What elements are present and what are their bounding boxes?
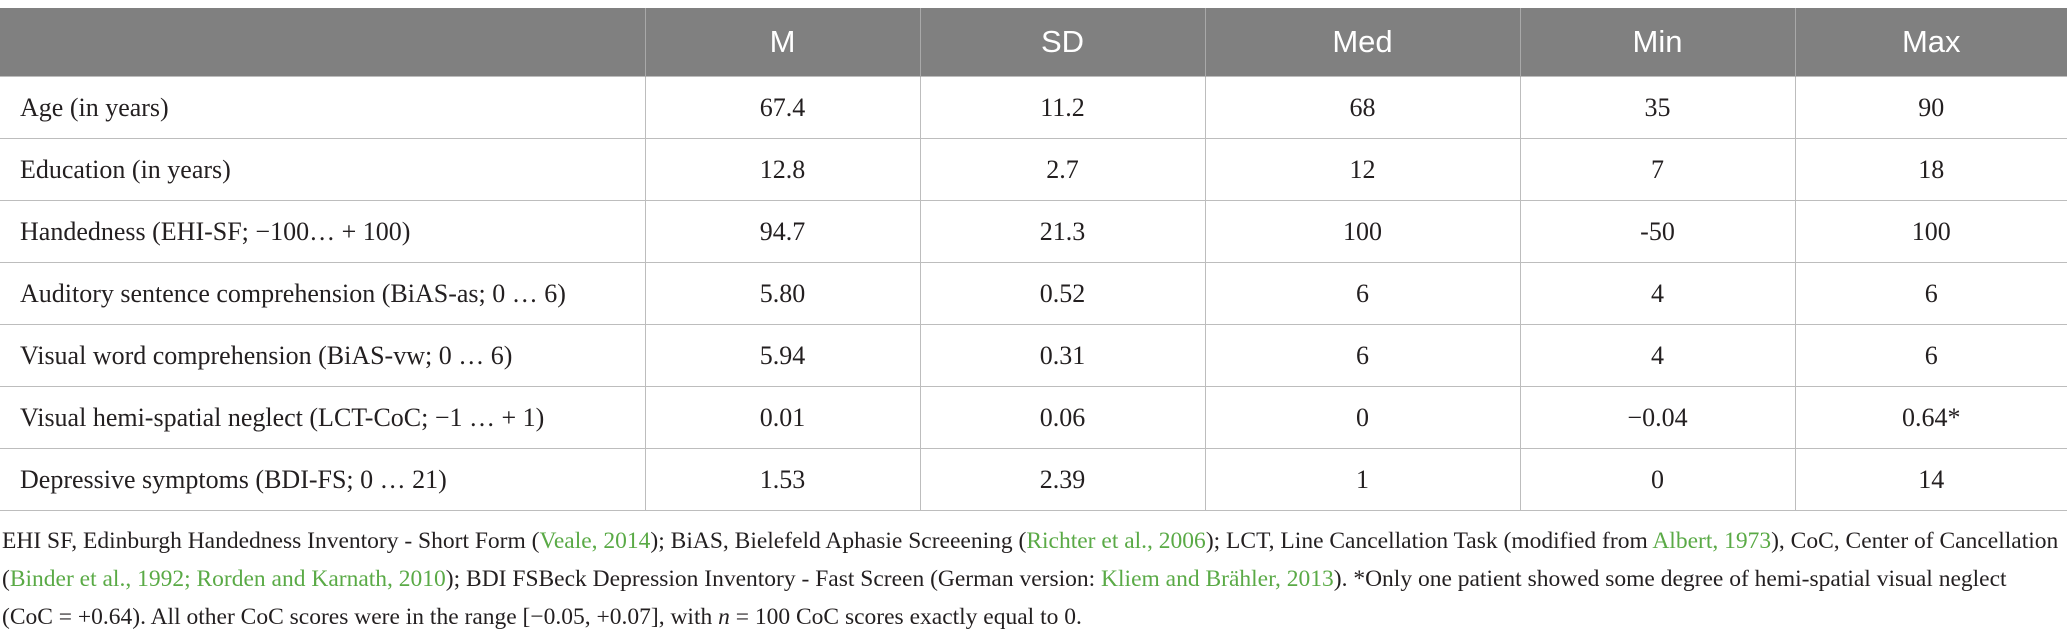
footnote-text: ); BiAS, Bielefeld Aphasie Screeening ( [650, 528, 1027, 554]
footnote-italic-n: n [718, 604, 730, 630]
cell-sd: 2.7 [919, 138, 1205, 201]
cell-sd: 0.52 [919, 262, 1205, 325]
table-body: Age (in years) 67.4 11.2 68 35 90 Educat… [0, 76, 2067, 511]
cell-max: 100 [1794, 200, 2067, 263]
footnote-text: ). *Only one patient showed some degree … [2, 566, 2007, 630]
cell-min: 4 [1519, 324, 1795, 387]
cell-max: 14 [1794, 448, 2067, 511]
citation-link[interactable]: Albert, 1973 [1652, 528, 1772, 554]
table-header: M SD Med Min Max [0, 8, 2067, 77]
cell-median: 6 [1204, 324, 1520, 387]
cell-mean: 12.8 [644, 138, 920, 201]
header-cell-sd: SD [919, 8, 1205, 77]
footnote-text: ); BDI FSBeck Depression Inventory - Fas… [445, 566, 1102, 592]
cell-mean: 5.80 [644, 262, 920, 325]
cell-mean: 94.7 [644, 200, 920, 263]
cell-min: 35 [1519, 76, 1795, 139]
cell-sd: 0.31 [919, 324, 1205, 387]
cell-median: 1 [1204, 448, 1520, 511]
table-row: Handedness (EHI-SF; −100… + 100) 94.7 21… [0, 200, 2067, 263]
footnote-text: ), CoC, Center of Cancellation ( [2, 528, 2059, 592]
cell-max: 0.64* [1794, 386, 2067, 449]
row-label: Age (in years) [0, 76, 645, 139]
cell-median: 100 [1204, 200, 1520, 263]
table-row: Visual word comprehension (BiAS-vw; 0 … … [0, 324, 2067, 387]
cell-min: −0.04 [1519, 386, 1795, 449]
cell-median: 6 [1204, 262, 1520, 325]
header-cell-min: Min [1519, 8, 1795, 77]
cell-mean: 67.4 [644, 76, 920, 139]
citation-link[interactable]: Kliem and Brähler, 2013 [1101, 566, 1334, 592]
header-cell-label [0, 8, 645, 77]
citation-link[interactable]: Binder et al., 1992; Rorden and Karnath,… [9, 566, 446, 592]
table-row: Age (in years) 67.4 11.2 68 35 90 [0, 76, 2067, 139]
row-label: Visual word comprehension (BiAS-vw; 0 … … [0, 324, 645, 387]
header-cell-mean: M [644, 8, 920, 77]
cell-mean: 0.01 [644, 386, 920, 449]
cell-max: 18 [1794, 138, 2067, 201]
cell-median: 12 [1204, 138, 1520, 201]
cell-min: 4 [1519, 262, 1795, 325]
table-row: Depressive symptoms (BDI-FS; 0 … 21) 1.5… [0, 448, 2067, 511]
cell-max: 6 [1794, 262, 2067, 325]
row-label: Handedness (EHI-SF; −100… + 100) [0, 200, 645, 263]
citation-link[interactable]: Richter et al., 2006 [1026, 528, 1206, 554]
cell-mean: 5.94 [644, 324, 920, 387]
cell-min: 0 [1519, 448, 1795, 511]
cell-min: -50 [1519, 200, 1795, 263]
footnote-text: EHI SF, Edinburgh Handedness Inventory -… [2, 528, 540, 554]
header-cell-median: Med [1204, 8, 1520, 77]
cell-median: 68 [1204, 76, 1520, 139]
cell-sd: 2.39 [919, 448, 1205, 511]
footnote-text: = 100 CoC scores exactly equal to 0. [729, 604, 1082, 630]
header-row: M SD Med Min Max [0, 8, 2067, 77]
cell-sd: 0.06 [919, 386, 1205, 449]
row-label: Visual hemi-spatial neglect (LCT-CoC; −1… [0, 386, 645, 449]
citation-link[interactable]: Veale, 2014 [539, 528, 651, 554]
cell-min: 7 [1519, 138, 1795, 201]
row-label: Depressive symptoms (BDI-FS; 0 … 21) [0, 448, 645, 511]
table-footnote: EHI SF, Edinburgh Handedness Inventory -… [2, 522, 2062, 636]
cell-median: 0 [1204, 386, 1520, 449]
table-row: Auditory sentence comprehension (BiAS-as… [0, 262, 2067, 325]
row-label: Education (in years) [0, 138, 645, 201]
cell-mean: 1.53 [644, 448, 920, 511]
row-label: Auditory sentence comprehension (BiAS-as… [0, 262, 645, 325]
header-cell-max: Max [1794, 8, 2067, 77]
table-row: Education (in years) 12.8 2.7 12 7 18 [0, 138, 2067, 201]
footnote-text: ); LCT, Line Cancellation Task (modified… [1205, 528, 1653, 554]
descriptive-statistics-table: M SD Med Min Max Age (in years) 67.4 11.… [0, 8, 2067, 511]
cell-sd: 11.2 [919, 76, 1205, 139]
cell-sd: 21.3 [919, 200, 1205, 263]
table-row: Visual hemi-spatial neglect (LCT-CoC; −1… [0, 386, 2067, 449]
cell-max: 6 [1794, 324, 2067, 387]
cell-max: 90 [1794, 76, 2067, 139]
